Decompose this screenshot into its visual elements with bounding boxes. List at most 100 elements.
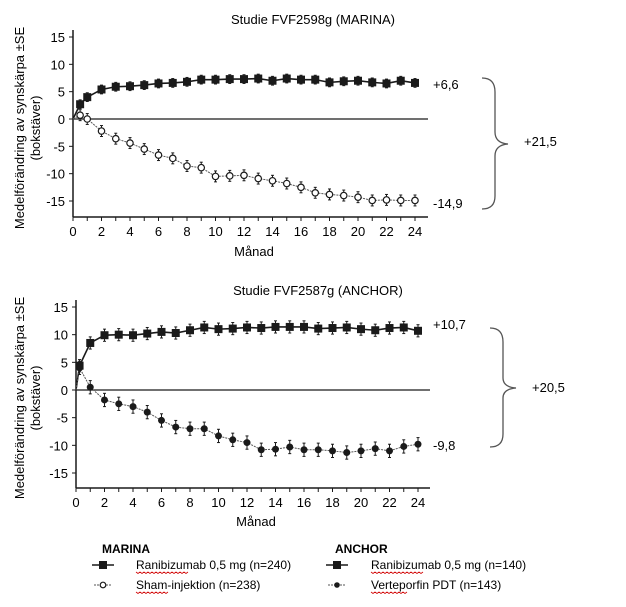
- spellcheck-underline: [370, 571, 424, 574]
- data-point-square: [339, 77, 348, 86]
- data-point-square: [97, 85, 106, 94]
- data-point-square: [300, 322, 308, 331]
- x-tick-label: 8: [186, 495, 193, 510]
- x-tick-label: 12: [240, 495, 254, 510]
- annotation-top-end: +6,6: [433, 77, 459, 92]
- x-tick-label: 0: [69, 224, 76, 239]
- data-point-open-circle: [225, 172, 234, 180]
- chart-title: Studie FVF2598g (MARINA): [231, 12, 395, 27]
- x-tick-label: 12: [237, 224, 251, 239]
- data-point-filled-circle: [129, 403, 137, 411]
- legend: MARINA Ranibizumab 0,5 mg (n=240) Sham-i…: [92, 542, 526, 594]
- data-point-square: [368, 78, 377, 87]
- x-tick-label: 10: [208, 224, 222, 239]
- x-tick-label: 14: [265, 224, 279, 239]
- data-point-filled-circle: [400, 442, 408, 450]
- data-point-square: [354, 76, 362, 85]
- legend-group-title-marina: MARINA: [102, 542, 150, 556]
- series-control: [75, 360, 422, 460]
- y-tick-label: 15: [54, 300, 68, 315]
- x-tick-label: 20: [351, 224, 365, 239]
- x-tick-label: 14: [268, 495, 282, 510]
- annotation-difference: +21,5: [524, 134, 557, 149]
- data-point-filled-circle: [243, 439, 251, 447]
- x-tick-label: 20: [354, 495, 368, 510]
- series-ranibizumab: [75, 320, 422, 391]
- data-point-square: [76, 100, 85, 109]
- data-point-square: [371, 326, 380, 335]
- chart-title: Studie FVF2587g (ANCHOR): [233, 283, 403, 298]
- legend-label: Sham-injektion (n=238): [136, 578, 260, 592]
- filled-circle-marker-icon: [334, 582, 340, 588]
- data-point-filled-circle: [272, 445, 279, 453]
- x-tick-label: 18: [322, 224, 336, 239]
- data-point-square: [399, 323, 408, 332]
- y-tick-label: 10: [51, 57, 65, 72]
- data-point-open-circle: [111, 134, 120, 143]
- x-tick-label: 2: [101, 495, 108, 510]
- data-point-filled-circle: [314, 446, 322, 454]
- data-point-open-circle: [197, 163, 206, 172]
- data-point-square: [225, 75, 234, 84]
- legend-group-title-anchor: ANCHOR: [335, 542, 388, 556]
- y-axis-label: Medelförändring av synskärpa ±SE: [12, 297, 27, 500]
- x-tick-label: 6: [155, 224, 162, 239]
- data-point-square: [240, 75, 248, 84]
- spellcheck-underline: [135, 571, 189, 574]
- data-point-filled-circle: [414, 440, 422, 448]
- open-circle-marker-icon: [99, 581, 107, 589]
- legend-label: Ranibizumab 0,5 mg (n=140): [371, 558, 526, 572]
- data-point-square: [183, 77, 191, 86]
- x-tick-label: 22: [379, 224, 393, 239]
- data-point-square: [168, 78, 177, 87]
- data-point-square: [126, 82, 134, 91]
- data-point-open-circle: [97, 127, 106, 135]
- data-point-square: [186, 326, 194, 335]
- y-tick-label: -10: [49, 438, 68, 453]
- data-point-filled-circle: [329, 447, 336, 455]
- data-point-square: [396, 76, 405, 85]
- legend-label: Verteporfin PDT (n=143): [371, 578, 501, 592]
- data-point-square: [271, 322, 280, 331]
- difference-brace: [481, 77, 509, 210]
- y-tick-label: -15: [49, 466, 68, 481]
- data-point-filled-circle: [172, 423, 180, 431]
- y-tick-label: 5: [58, 85, 65, 100]
- data-point-open-circle: [140, 145, 149, 153]
- data-point-open-circle: [325, 190, 334, 199]
- data-point-square: [311, 75, 320, 84]
- data-point-square: [385, 324, 394, 333]
- data-point-open-circle: [268, 176, 277, 185]
- legend-label: Ranibizumab 0,5 mg (n=240): [136, 558, 291, 572]
- data-point-square: [382, 79, 391, 88]
- y-tick-label: -5: [56, 411, 68, 426]
- y-tick-label: 0: [61, 383, 68, 398]
- data-point-open-circle: [126, 139, 134, 147]
- data-point-open-circle: [183, 162, 191, 170]
- data-point-square: [86, 338, 95, 347]
- x-tick-label: 4: [129, 495, 136, 510]
- data-point-square: [197, 75, 206, 84]
- data-point-square: [111, 82, 120, 91]
- x-tick-label: 4: [126, 224, 133, 239]
- data-point-filled-circle: [257, 446, 265, 454]
- data-point-square: [214, 325, 223, 334]
- annotation-bottom-end: -14,9: [433, 196, 463, 211]
- data-point-open-circle: [311, 189, 320, 197]
- y-axis-label: Medelförändring av synskärpa ±SE: [12, 27, 27, 230]
- data-point-square: [282, 74, 291, 83]
- data-point-square: [100, 331, 109, 340]
- data-point-square: [268, 76, 277, 85]
- spellcheck-underline: [135, 591, 169, 594]
- chart-marina: Studie FVF2598g (MARINA) Medelförändring…: [12, 12, 557, 259]
- data-point-square: [411, 78, 419, 87]
- data-point-square: [157, 327, 166, 336]
- data-point-square: [285, 322, 294, 331]
- annotation-bottom-end: -9,8: [433, 438, 455, 453]
- x-tick-label: 16: [297, 495, 311, 510]
- data-point-open-circle: [297, 183, 305, 192]
- data-point-square: [83, 93, 92, 102]
- data-point-filled-circle: [215, 432, 222, 440]
- y-tick-label: 0: [58, 112, 65, 127]
